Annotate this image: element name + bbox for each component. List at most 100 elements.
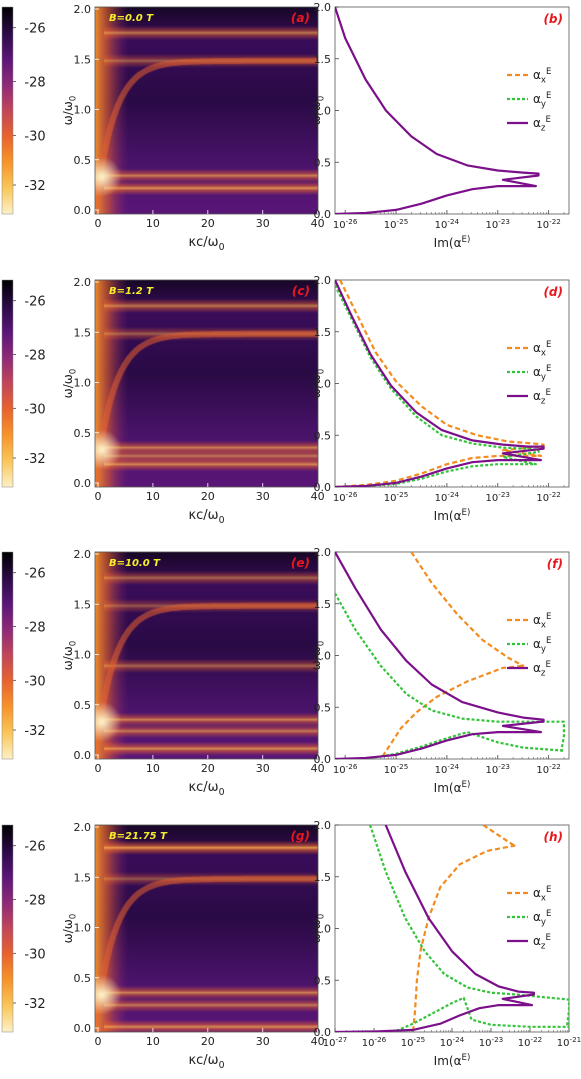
y-axis-label: ω/ω0 xyxy=(61,369,79,399)
x-tick-label: 30 xyxy=(256,762,270,775)
y-tick-label: 2.0 xyxy=(314,546,332,559)
x-tick-label: 10-23 xyxy=(486,490,510,504)
colorbar-tick-label: -26 xyxy=(24,567,45,582)
x-tick-label: 10-23 xyxy=(486,762,510,776)
y-axis-label: ω/ω0 xyxy=(309,369,327,399)
y-tick-label: 1.5 xyxy=(74,871,92,884)
y-tick-label: 0.5 xyxy=(74,154,92,167)
x-tick-label: 10-26 xyxy=(362,1035,387,1049)
y-tick-label: 0.0 xyxy=(314,1026,332,1039)
y-tick-label: 0.5 xyxy=(314,701,332,714)
legend-label: αyE xyxy=(533,91,551,109)
y-tick-label: 1.0 xyxy=(74,377,92,390)
y-tick-label: 0.5 xyxy=(74,427,92,440)
y-tick-label: 1.5 xyxy=(74,326,92,339)
y-tick-label: 1.0 xyxy=(314,650,332,663)
y-tick-label: 1.0 xyxy=(314,923,332,936)
colorbar-tick-label: -32 xyxy=(24,997,45,1012)
y-tick-label: 2.0 xyxy=(74,548,92,561)
x-tick-label: 30 xyxy=(256,490,270,503)
heatmap-panel: 0 10 20 30 40 0.0 0.5 1.0 1.5 2.0 κc/ω0 ω/ω0 B=0.0 T… xyxy=(61,3,325,253)
y-tick-label: 2.0 xyxy=(314,274,332,287)
colorbar-tick-label: -26 xyxy=(24,840,45,855)
x-tick-label: 10-25 xyxy=(384,490,408,504)
y-tick-label: 1.0 xyxy=(74,922,92,935)
colorbar-tick-label: -28 xyxy=(24,621,45,636)
colorbar-tick-label: -28 xyxy=(24,349,45,364)
x-tick-label: 0 xyxy=(95,1035,102,1048)
colorbar-gradient xyxy=(1,279,14,488)
y-tick-label: 2.0 xyxy=(74,276,92,289)
legend-label: αzE xyxy=(533,933,551,951)
legend-label: αxE xyxy=(533,67,551,85)
colorbar-gradient xyxy=(1,551,14,760)
y-tick-label: 1.5 xyxy=(314,53,332,66)
x-tick-label: 10-24 xyxy=(435,490,460,504)
x-tick-label: 30 xyxy=(256,217,270,230)
legend-label: αyE xyxy=(533,636,551,654)
x-axis-label: Im(αE) xyxy=(434,508,471,523)
curve-group xyxy=(335,825,569,1032)
x-tick-label: 10-27 xyxy=(323,1035,347,1049)
series-curve xyxy=(335,280,545,487)
x-tick-label: 10-24 xyxy=(435,217,460,231)
heatmap-panel: 0 10 20 30 40 0.0 0.5 1.0 1.5 2.0 κc/ω0 ω/ω0 B=10.0 … xyxy=(61,548,325,798)
y-tick-label: 0.5 xyxy=(314,974,332,987)
colorbar-gradient xyxy=(1,824,14,1033)
line-panel: 10-26 10-25 10-24 10-23 10-22 0.0 0.5 1.0 1.5 2.0… xyxy=(309,1,570,250)
y-tick-label: 0.0 xyxy=(314,753,332,766)
heatmap-image xyxy=(95,825,318,1032)
colorbar-tick-label: -32 xyxy=(24,179,45,194)
x-tick-label: 10-22 xyxy=(536,490,560,504)
y-tick-label: 2.0 xyxy=(74,821,92,834)
heatmap-panel: 0 10 20 30 40 0.0 0.5 1.0 1.5 2.0 κc/ω0 ω/ω0 B=21.75… xyxy=(61,821,325,1071)
line-panel: 10-27 10-26 10-25 10-24 10-23 10-22 10-21 0.0 0.… xyxy=(309,819,581,1068)
series-curve xyxy=(335,825,535,1032)
x-tick-label: 10 xyxy=(146,1035,160,1048)
y-tick-label: 0.0 xyxy=(74,204,92,217)
heatmap-image xyxy=(95,552,318,759)
colorbar-tick-label: -32 xyxy=(24,452,45,467)
legend-label: αzE xyxy=(533,115,551,133)
x-tick-label: 20 xyxy=(201,490,215,503)
y-tick-label: 1.5 xyxy=(74,598,92,611)
colorbar-gradient xyxy=(1,6,14,215)
heatmap-image xyxy=(95,280,318,487)
y-axis-label: ω/ω0 xyxy=(61,641,79,671)
x-tick-label: 10-22 xyxy=(518,1035,542,1049)
colorbar-tick-label: -26 xyxy=(24,22,45,37)
legend-label: αzE xyxy=(533,660,551,678)
x-tick-label: 10-24 xyxy=(440,1035,465,1049)
panel-label: (h) xyxy=(543,830,563,844)
colorbar-tick-label: -28 xyxy=(24,76,45,91)
curve-group xyxy=(335,280,545,487)
x-tick-label: 40 xyxy=(311,1035,325,1048)
field-annotation: B=21.75 T xyxy=(109,831,168,842)
x-tick-label: 40 xyxy=(311,217,325,230)
series-curve xyxy=(335,280,545,487)
x-tick-label: 10 xyxy=(146,490,160,503)
legend: αxE αyE αzE xyxy=(507,612,551,679)
colorbar: -26 -28 -30 -32 xyxy=(1,551,46,760)
x-tick-label: 10-22 xyxy=(536,762,560,776)
series-curve xyxy=(369,825,569,1032)
colorbar: -26 -28 -30 -32 xyxy=(1,279,46,488)
x-axis-label: Im(αE) xyxy=(434,780,471,795)
y-axis-label: ω/ω0 xyxy=(309,914,327,944)
heatmap-frame xyxy=(94,6,319,215)
legend-label: αyE xyxy=(533,364,551,382)
x-tick-label: 10-22 xyxy=(536,217,560,231)
colorbar-tick-label: -30 xyxy=(24,402,45,417)
y-axis-label: ω/ω0 xyxy=(309,641,327,671)
y-tick-label: 0.0 xyxy=(74,477,92,490)
legend: αxE αyE αzE xyxy=(507,885,551,952)
y-axis-label: ω/ω0 xyxy=(61,914,79,944)
y-tick-label: 2.0 xyxy=(314,819,332,832)
colorbar-tick-label: -28 xyxy=(24,894,45,909)
y-tick-label: 0.5 xyxy=(74,699,92,712)
x-tick-label: 10 xyxy=(146,217,160,230)
colorbar-tick-label: -30 xyxy=(24,674,45,689)
colorbar-tick-label: -30 xyxy=(24,129,45,144)
x-tick-label: 20 xyxy=(201,217,215,230)
series-curve xyxy=(335,592,565,759)
